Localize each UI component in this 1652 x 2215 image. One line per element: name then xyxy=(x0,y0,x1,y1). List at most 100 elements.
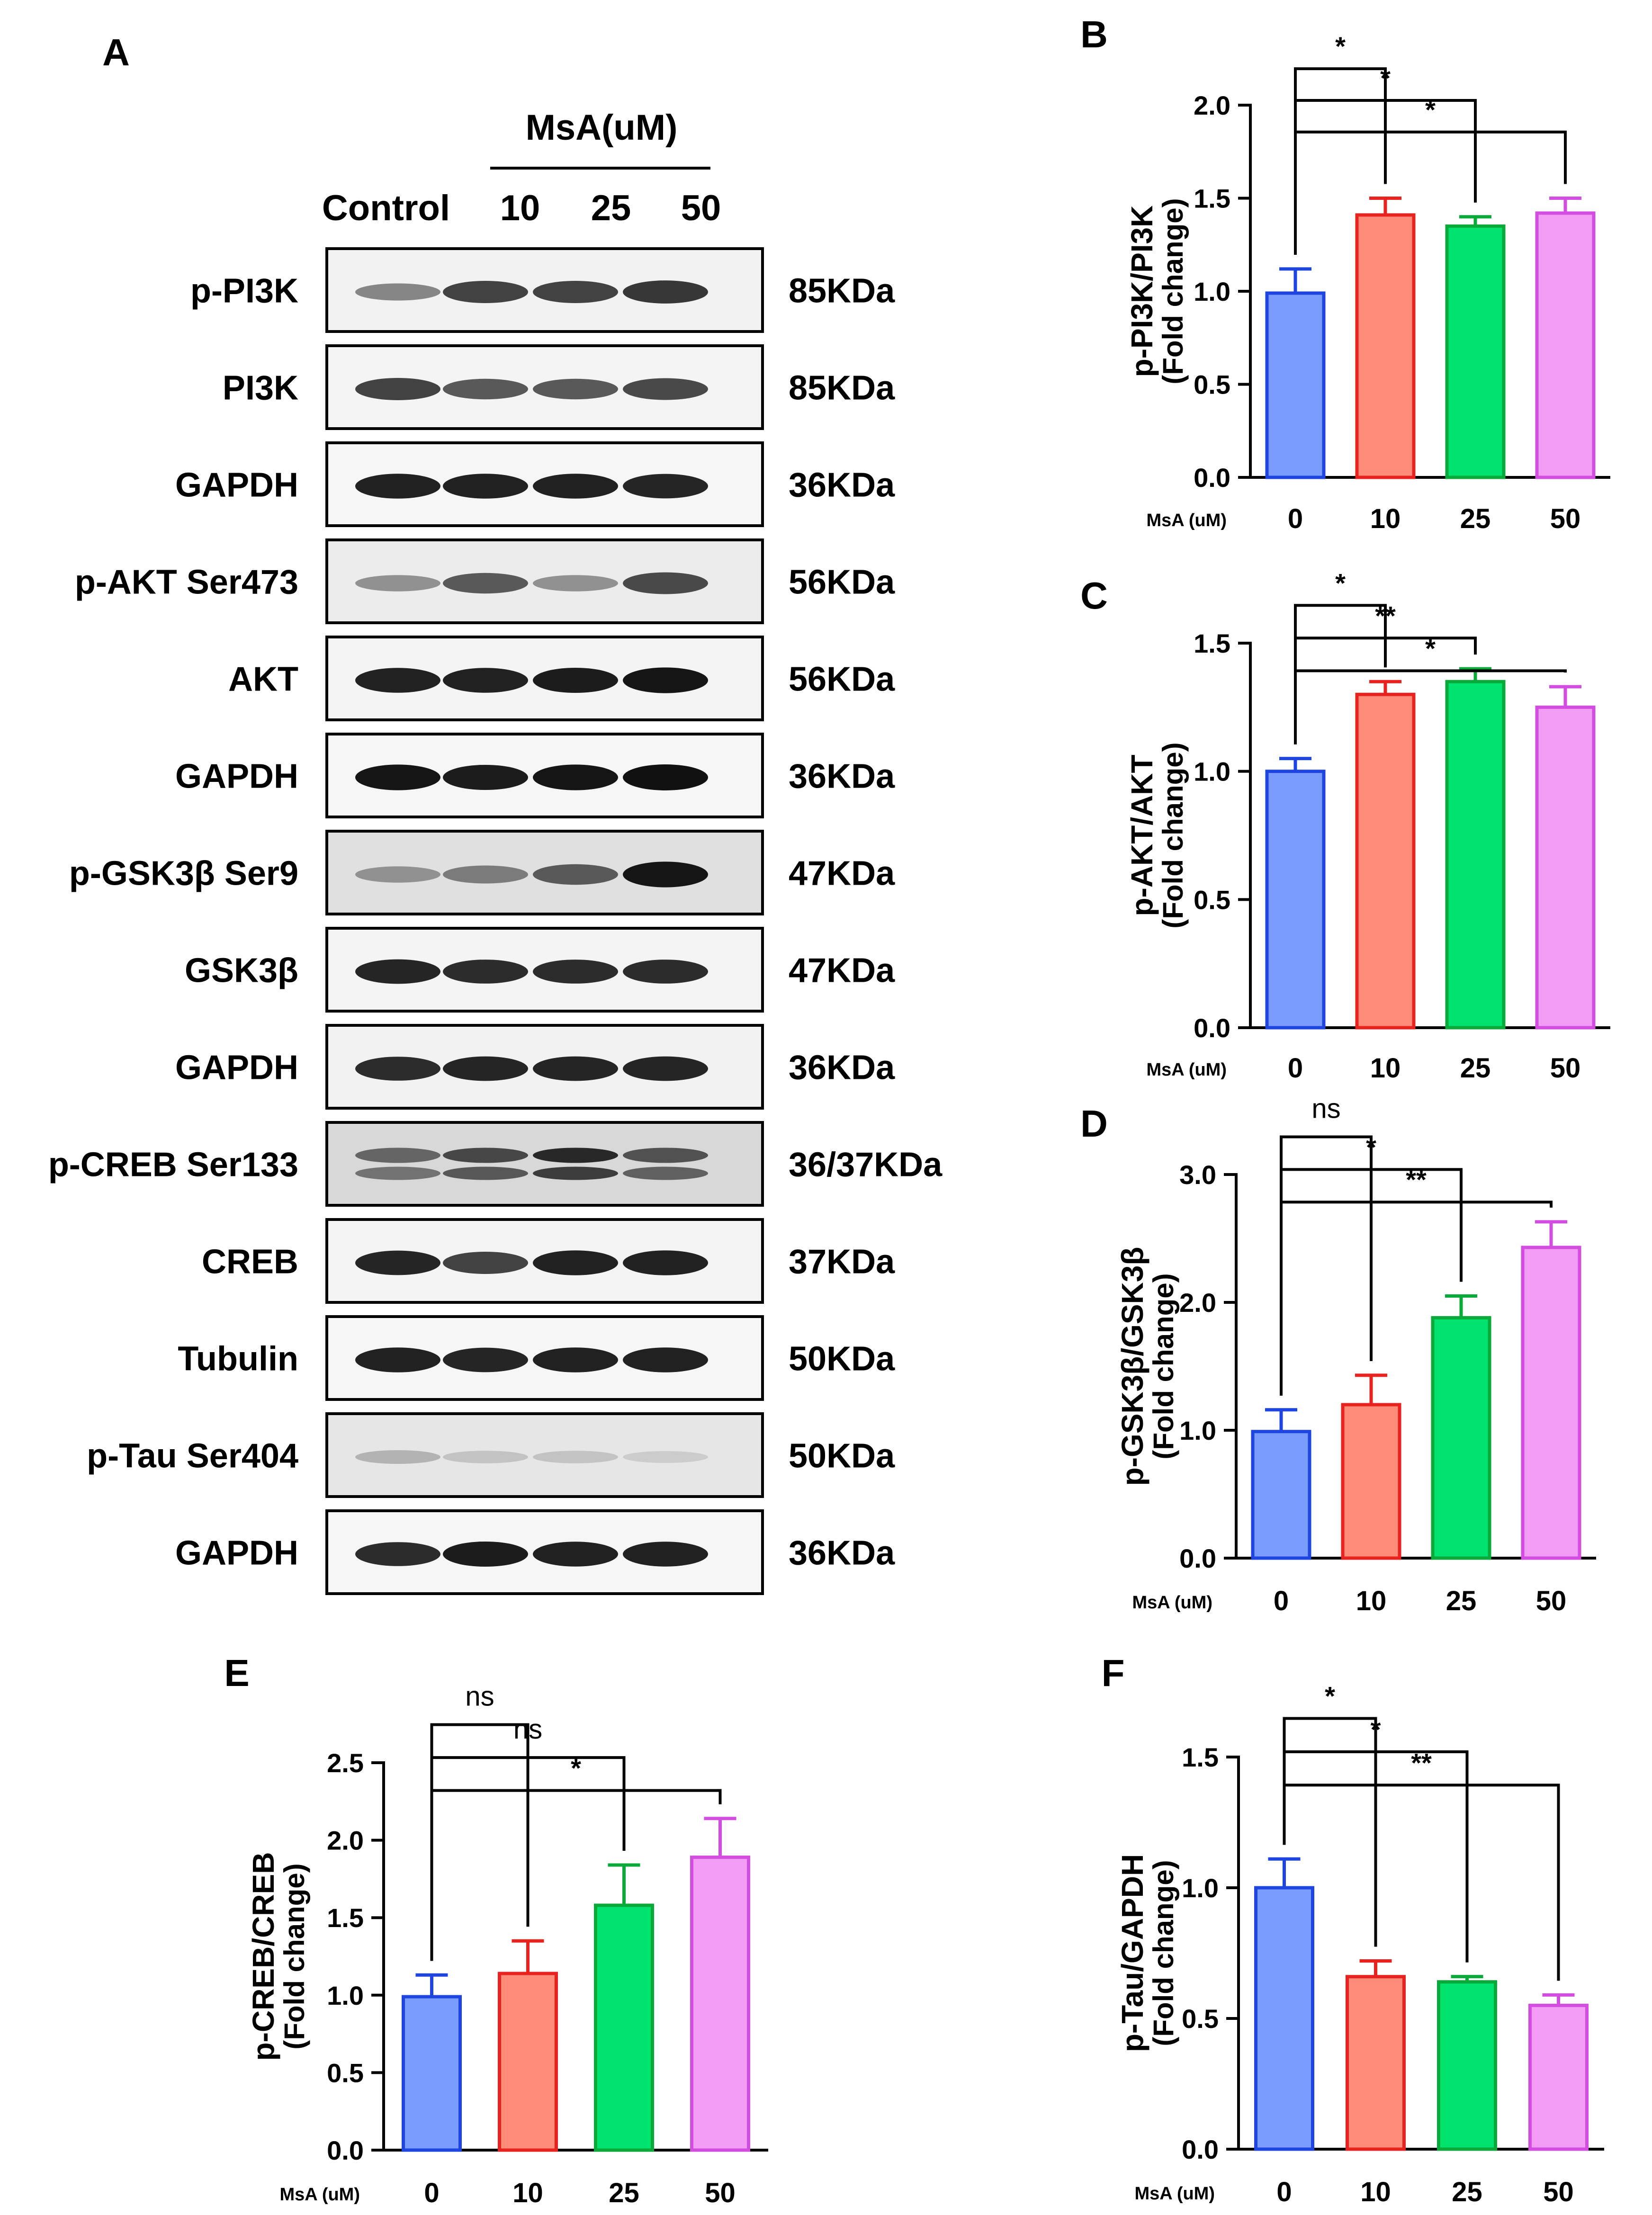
y-tick-label: 0.5 xyxy=(1194,370,1230,400)
molecular-weight-label: 36KDa xyxy=(789,1049,895,1087)
molecular-weight-label: 85KDa xyxy=(789,369,895,407)
chart-panel-d: D 0.0 1.0 2.0 3.0 p-GSK3β/GSK3β(Fold change) 0… xyxy=(1080,1093,1596,1616)
molecular-weight-label: 36/37KDa xyxy=(789,1146,943,1184)
blot-row: AKT 56KDa xyxy=(228,636,895,721)
x-tick-label: 0 xyxy=(1276,2177,1292,2207)
chart-panel-b: B 0.0 0.5 1.0 1.5 2.0 p-PI3K/PI3K(Fold change)… xyxy=(1080,13,1610,534)
bar xyxy=(690,1856,750,2152)
bar xyxy=(1528,2003,1589,2151)
band xyxy=(623,1056,708,1081)
y-axis-label: p-PI3K/PI3K(Fold change) xyxy=(1125,198,1189,384)
band xyxy=(623,378,708,400)
blot-strip xyxy=(325,1121,764,1207)
lane-label-25: 25 xyxy=(591,188,631,228)
x-tick-label: 0 xyxy=(424,2178,439,2208)
band xyxy=(533,1542,618,1567)
y-tick-label: 0.0 xyxy=(1182,2134,1219,2164)
y-tick-label: 1.0 xyxy=(1179,1416,1216,1445)
bar xyxy=(1431,1316,1491,1560)
molecular-weight-label: 36KDa xyxy=(789,1534,895,1572)
band xyxy=(355,575,440,592)
y-axis-label-line1: p-GSK3β/GSK3β xyxy=(1115,1247,1149,1486)
significance-label: * xyxy=(1380,63,1391,93)
molecular-weight-label: 36KDa xyxy=(789,466,895,504)
molecular-weight-label: 47KDa xyxy=(789,855,895,893)
significance-label: * xyxy=(571,1753,581,1783)
protein-label: GSK3β xyxy=(185,952,298,990)
band xyxy=(533,378,618,400)
band xyxy=(443,764,528,790)
bar xyxy=(1445,224,1506,479)
band xyxy=(355,474,440,499)
band xyxy=(623,764,708,790)
y-axis-label: p-CREB/CREB(Fold change) xyxy=(246,1852,310,2061)
blot-row: GAPDH 36KDa xyxy=(175,441,895,527)
band xyxy=(355,283,440,301)
band xyxy=(533,1451,618,1463)
y-tick-label: 1.5 xyxy=(1182,1742,1219,1772)
x-tick-label: 10 xyxy=(512,2178,543,2208)
x-tick-label: 10 xyxy=(1370,503,1401,534)
band xyxy=(623,1347,708,1372)
band xyxy=(533,1166,618,1180)
band xyxy=(355,1542,440,1566)
y-tick-label: 1.0 xyxy=(327,1981,364,2010)
lane-label-control: Control xyxy=(322,188,450,228)
y-tick-label: 0.5 xyxy=(1182,2004,1219,2034)
band xyxy=(623,1451,708,1463)
significance-bracket xyxy=(1294,669,1567,744)
band xyxy=(623,861,708,888)
band xyxy=(623,572,708,594)
band xyxy=(623,1148,708,1163)
lane-label-10: 10 xyxy=(500,188,540,228)
bar-charts: B0.00.51.01.52.0p-PI3K/PI3K(Fold change)… xyxy=(224,13,1610,2208)
band xyxy=(355,1450,440,1464)
molecular-weight-label: 56KDa xyxy=(789,564,895,601)
y-axis-label-line2: (Fold change) xyxy=(1157,198,1189,384)
y-tick-label: 3.0 xyxy=(1179,1160,1216,1190)
significance-label: * xyxy=(1371,1714,1381,1744)
bar xyxy=(1265,770,1326,1030)
blot-row: p-GSK3β Ser9 47KDa xyxy=(69,830,895,915)
chart-panel-e: E 0.0 0.5 1.0 1.5 2.0 2.5 p-CREB/CREB(Fold chan… xyxy=(224,1652,768,2208)
x-tick-label: 50 xyxy=(1550,1053,1581,1084)
y-axis-label-line2: (Fold change) xyxy=(1148,1860,1179,2046)
molecular-weight-label: 36KDa xyxy=(789,758,895,796)
blot-row: GAPDH 36KDa xyxy=(175,1509,895,1595)
blot-row: CREB 37KDa xyxy=(202,1218,895,1304)
protein-label: CREB xyxy=(202,1243,298,1281)
x-tick-label: 10 xyxy=(1360,2177,1391,2207)
band xyxy=(533,281,618,303)
significance-label: ns xyxy=(1311,1093,1340,1124)
band xyxy=(533,575,618,592)
band xyxy=(443,1347,528,1372)
significance-bracket xyxy=(430,1723,530,1961)
protein-label: p-PI3K xyxy=(190,272,298,310)
band xyxy=(623,667,708,693)
significance-label: ns xyxy=(465,1681,494,1712)
significance-label: ** xyxy=(1406,1165,1427,1194)
band xyxy=(355,1057,440,1081)
x-tick-label: 10 xyxy=(1356,1586,1387,1616)
band xyxy=(623,474,708,499)
panel-letter: D xyxy=(1080,1103,1108,1145)
protein-label: p-AKT Ser473 xyxy=(75,564,298,601)
y-tick-label: 1.5 xyxy=(327,1903,364,1933)
bar xyxy=(1341,1403,1401,1560)
y-tick-label: 2.0 xyxy=(1179,1288,1216,1318)
protein-label: Tubulin xyxy=(178,1340,298,1378)
y-axis-label-line2: (Fold change) xyxy=(1157,742,1189,928)
protein-label: AKT xyxy=(228,661,298,699)
bar xyxy=(1355,213,1416,479)
y-tick-label: 1.0 xyxy=(1182,1873,1219,1903)
band xyxy=(623,1166,708,1180)
y-tick-label: 0.0 xyxy=(327,2135,364,2165)
bar xyxy=(1521,1246,1581,1560)
band xyxy=(533,474,618,499)
x-tick-label: 0 xyxy=(1288,503,1303,534)
protein-label: p-GSK3β Ser9 xyxy=(69,855,298,893)
band xyxy=(355,668,440,693)
y-tick-label: 2.0 xyxy=(327,1826,364,1856)
y-tick-label: 0.5 xyxy=(1194,885,1230,915)
